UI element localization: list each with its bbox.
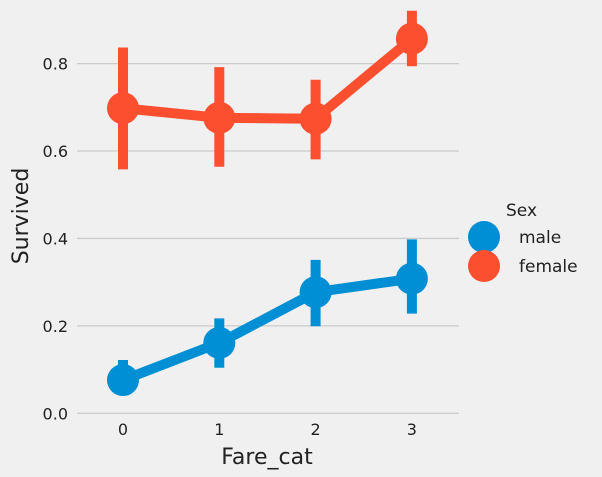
point-female-0: [107, 92, 139, 125]
x-tick-label: 2: [311, 420, 321, 439]
point-female-3: [395, 22, 428, 55]
legend-label-male: male: [519, 228, 561, 248]
x-axis-label: Fare_cat: [221, 445, 313, 470]
y-axis-ticks: 0.0 0.2 0.4 0.6 0.8: [43, 55, 68, 424]
y-tick-label: 0.6: [43, 142, 68, 161]
legend-title: Sex: [506, 201, 537, 221]
y-axis-label: Survived: [9, 168, 34, 265]
x-tick-label: 0: [118, 420, 128, 439]
point-male-0: [107, 364, 139, 397]
point-female-1: [203, 101, 236, 134]
gridlines: [77, 62, 459, 414]
y-tick-label: 0.0: [43, 404, 68, 423]
series-layer: [107, 10, 428, 397]
point-male-2: [299, 276, 332, 309]
point-female-2: [299, 102, 332, 135]
legend: Sex male female: [468, 201, 578, 282]
point-male-3: [395, 262, 428, 295]
x-tick-label: 3: [407, 420, 417, 439]
series-male: [107, 239, 428, 397]
legend-marker-female: [468, 250, 500, 282]
y-tick-label: 0.4: [43, 229, 68, 248]
y-tick-label: 0.8: [43, 55, 68, 74]
x-axis-ticks: 0 1 2 3: [118, 420, 417, 439]
series-line-female: [118, 33, 417, 124]
series-female: [107, 10, 428, 170]
legend-label-female: female: [519, 257, 578, 277]
y-tick-label: 0.2: [43, 317, 68, 336]
point-male-1: [203, 326, 236, 359]
x-tick-label: 1: [214, 420, 224, 439]
legend-marker-male: [468, 221, 500, 253]
series-line-male: [118, 273, 417, 386]
